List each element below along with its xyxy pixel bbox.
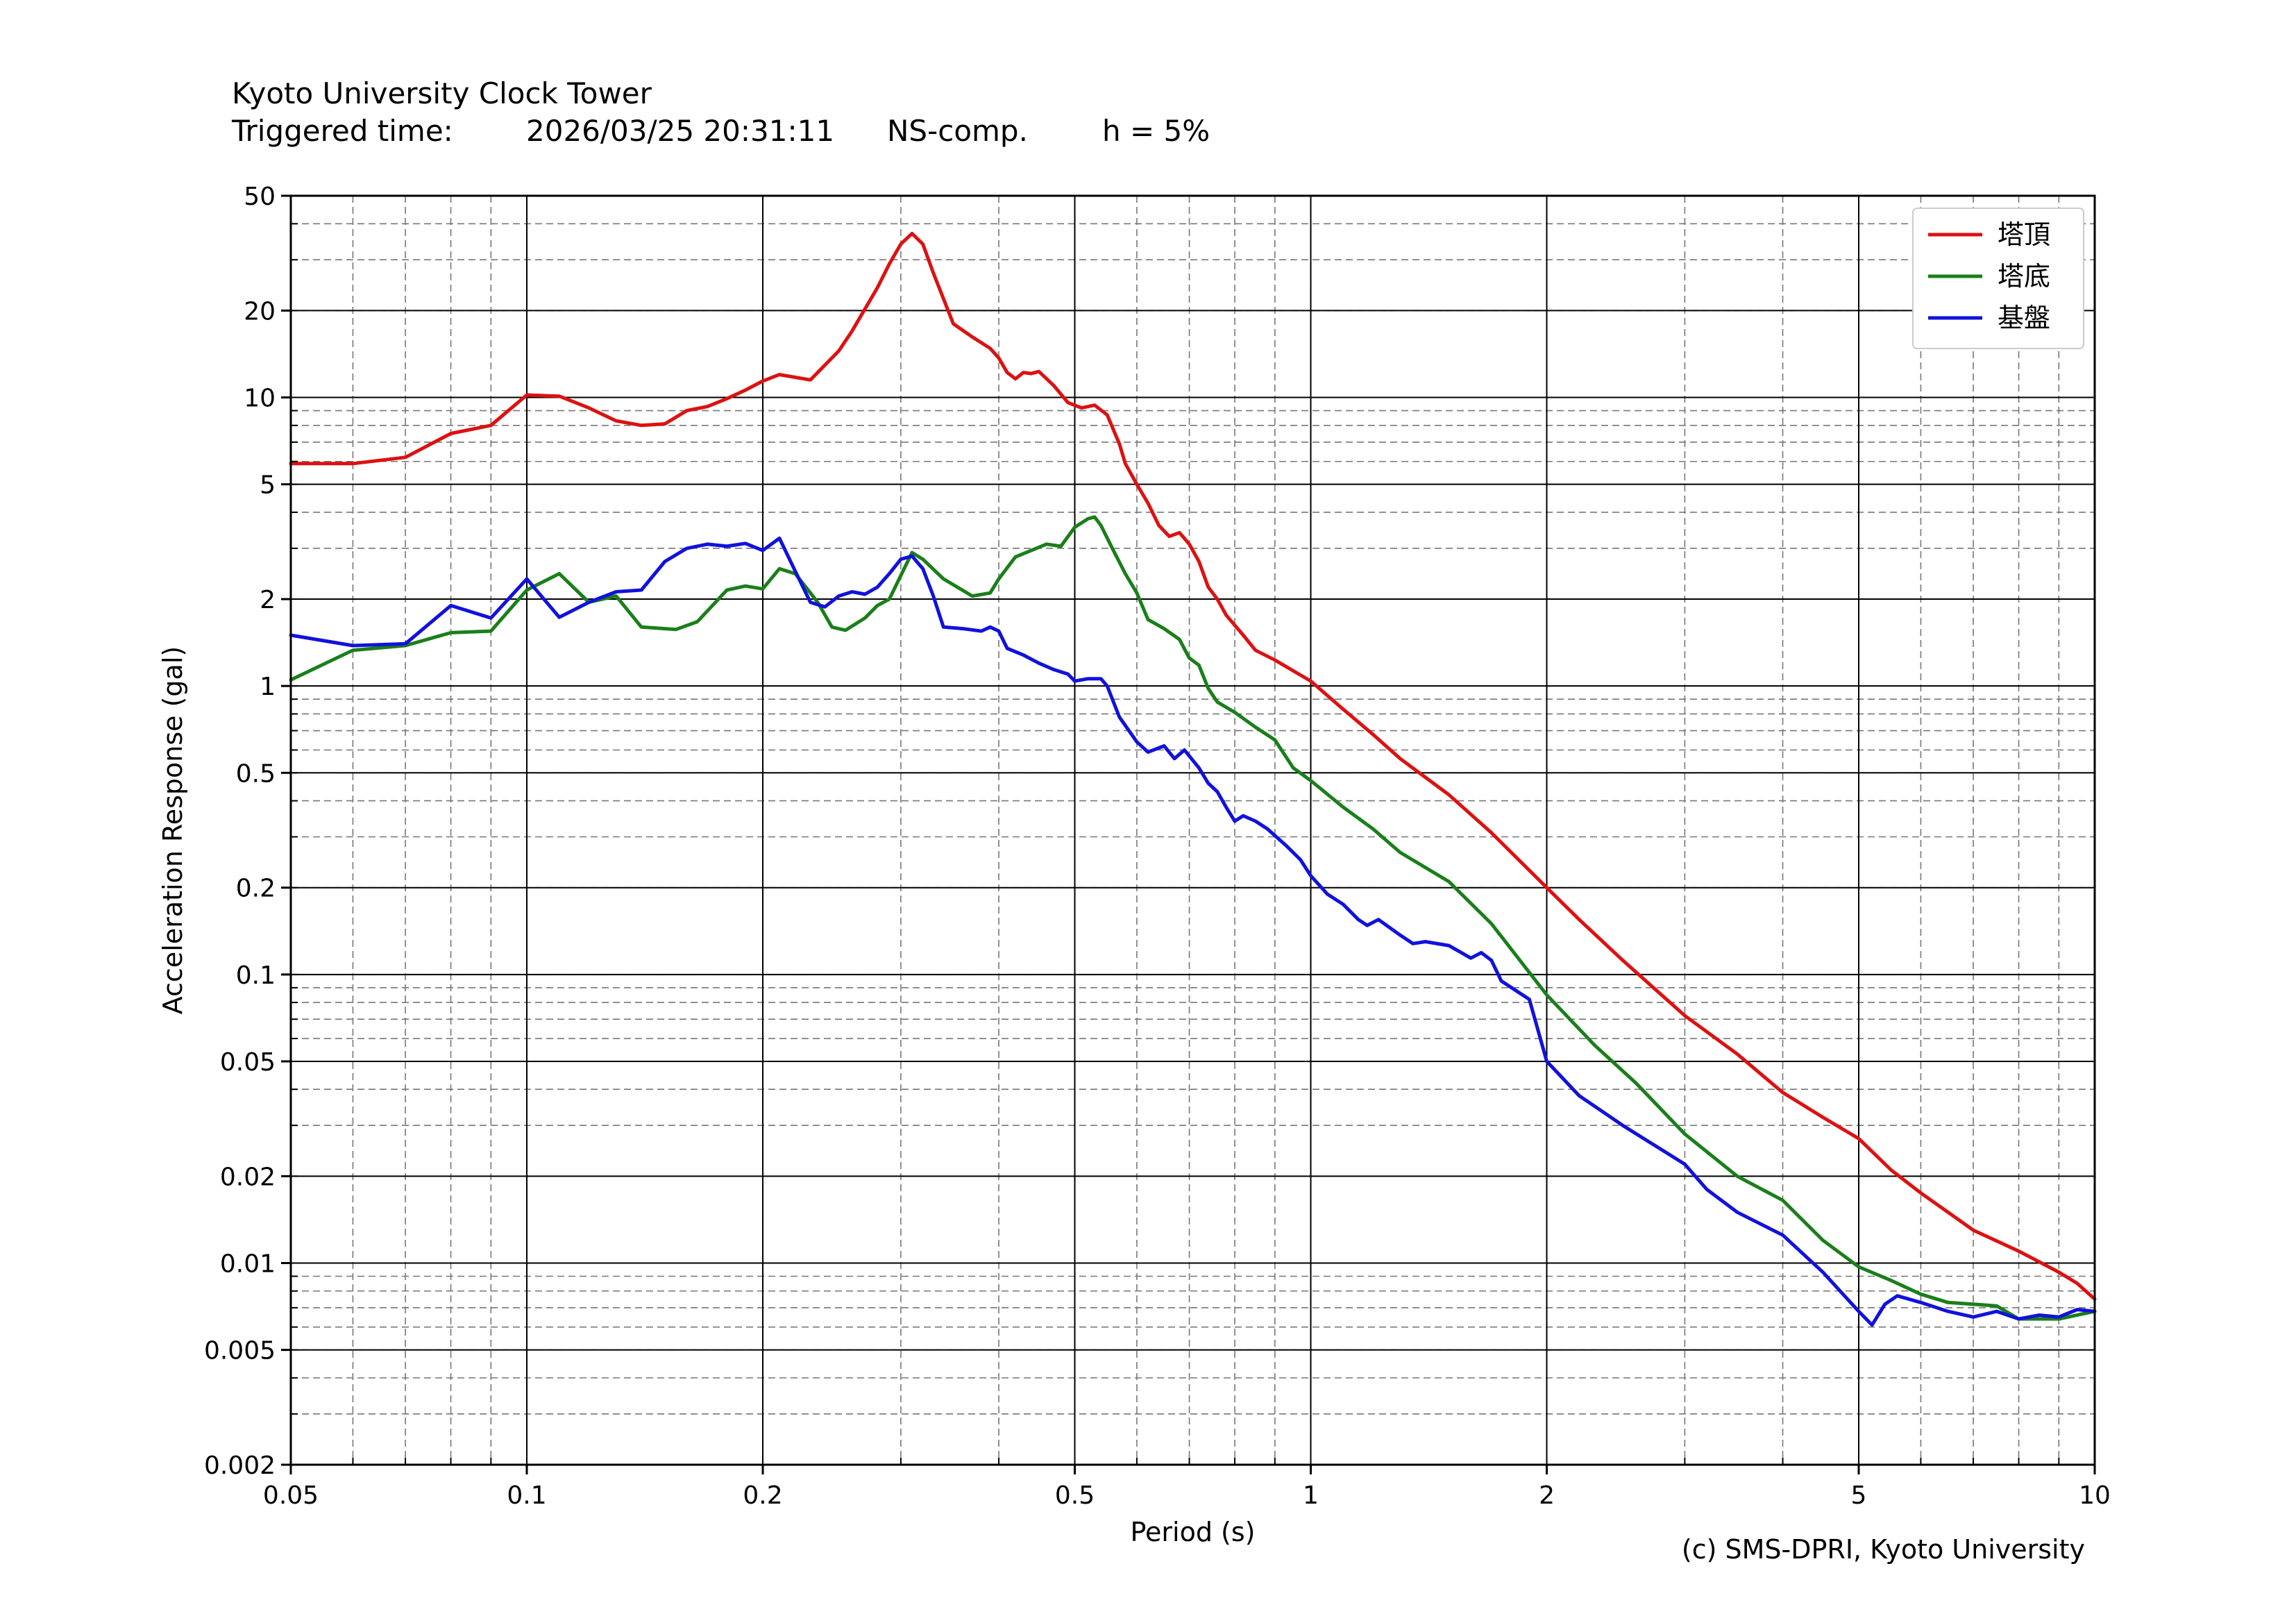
x-tick-label: 2 xyxy=(1539,1481,1555,1510)
chart-title: Kyoto University Clock Tower xyxy=(232,76,652,111)
x-tick-label: 0.5 xyxy=(1055,1481,1095,1510)
y-tick-label: 0.01 xyxy=(220,1250,276,1278)
x-tick-label: 0.05 xyxy=(263,1481,319,1510)
legend-label: 基盤 xyxy=(1998,303,2050,333)
y-tick-label: 0.005 xyxy=(204,1337,276,1365)
damping-label: h = 5% xyxy=(1102,114,1210,148)
y-tick-label: 0.2 xyxy=(236,875,276,903)
y-tick-label: 50 xyxy=(244,183,276,211)
legend-label: 塔底 xyxy=(1998,261,2050,292)
component-label: NS-comp. xyxy=(887,114,1028,148)
series-layer xyxy=(289,231,2097,1327)
ticks-layer xyxy=(281,194,2096,1474)
x-tick-label: 0.2 xyxy=(743,1481,782,1510)
y-tick-label: 0.002 xyxy=(204,1452,276,1480)
x-tick-label: 5 xyxy=(1851,1481,1867,1510)
y-tick-label: 10 xyxy=(244,385,276,413)
legend-box xyxy=(1912,208,2084,349)
y-tick-label: 1 xyxy=(260,673,276,701)
y-tick-label: 0.05 xyxy=(220,1048,276,1077)
series-line-2 xyxy=(289,515,2097,1321)
x-tick-label: 0.1 xyxy=(507,1481,546,1510)
y-tick-labels: 0.002 0.005 0.01 0.02 0.05 0.1 0.2 0.5 1 2 5 10 20 50 xyxy=(204,183,276,1480)
y-tick-label: 20 xyxy=(244,297,276,326)
series-line-3 xyxy=(289,536,2097,1327)
series-line-1 xyxy=(289,231,2097,1301)
y-tick-label: 0.5 xyxy=(236,759,276,788)
y-axis-label: Acceleration Response (gal) xyxy=(158,646,188,1014)
copyright-note: (c) SMS-DPRI, Kyoto University xyxy=(1681,1534,2085,1565)
y-tick-label: 5 xyxy=(260,471,276,500)
y-tick-label: 0.02 xyxy=(220,1163,276,1191)
y-tick-label: 0.1 xyxy=(236,961,276,990)
triggered-value: 2026/03/25 20:31:11 xyxy=(526,114,835,148)
x-tick-labels: 0.05 0.1 0.2 0.5 1 2 5 10 xyxy=(263,1481,2111,1510)
x-tick-label: 10 xyxy=(2079,1481,2111,1510)
chart-title-text: Kyoto University Clock Tower xyxy=(232,76,652,110)
plot-frame xyxy=(289,194,2096,1466)
x-axis-label: Period (s) xyxy=(1130,1517,1255,1547)
y-tick-label: 2 xyxy=(260,586,276,614)
triggered-label: Triggered time: xyxy=(232,114,453,148)
x-tick-label: 1 xyxy=(1303,1481,1319,1510)
legend-label: 塔頂 xyxy=(1998,219,2050,250)
